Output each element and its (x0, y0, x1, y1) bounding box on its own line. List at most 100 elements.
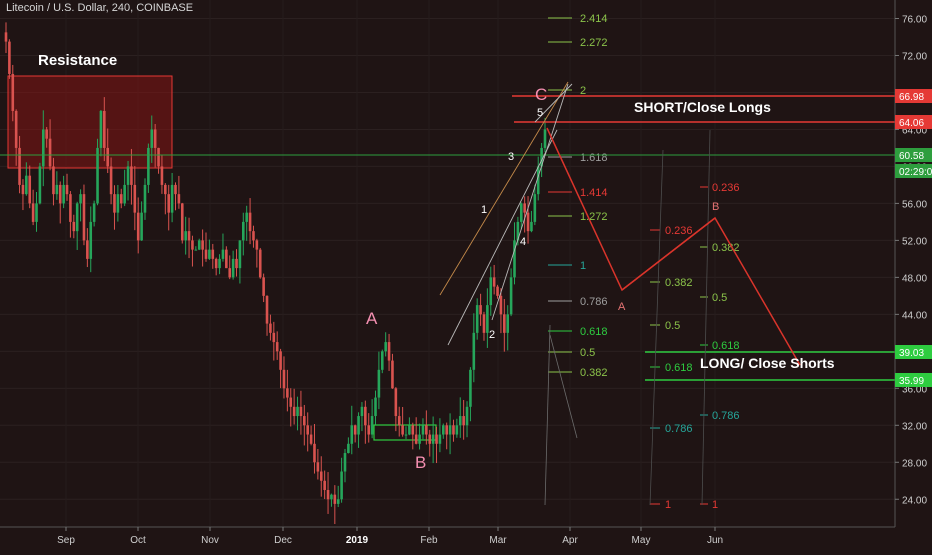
candle-body[interactable] (187, 231, 191, 241)
candle-body[interactable] (519, 203, 523, 222)
candle-body[interactable] (79, 194, 82, 204)
candle-body[interactable] (96, 147, 99, 204)
candle-body[interactable] (296, 406, 299, 417)
candle-body[interactable] (401, 425, 404, 435)
candle-body[interactable] (41, 129, 45, 167)
candle-body[interactable] (275, 342, 279, 352)
candle-body[interactable] (435, 434, 438, 444)
candle-body[interactable] (357, 416, 360, 435)
candle-body[interactable] (360, 406, 364, 417)
candle-body[interactable] (513, 240, 516, 278)
candle-body[interactable] (28, 175, 32, 204)
candle-body[interactable] (126, 166, 130, 185)
candle-body[interactable] (55, 184, 59, 195)
candle-body[interactable] (323, 480, 326, 491)
candle-body[interactable] (58, 184, 62, 204)
candle-body[interactable] (86, 240, 89, 259)
candle-body[interactable] (384, 342, 387, 352)
candle-body[interactable] (38, 166, 42, 204)
candle-body[interactable] (208, 249, 211, 259)
candle-body[interactable] (258, 249, 262, 278)
candle-body[interactable] (225, 249, 228, 269)
candle-body[interactable] (380, 351, 384, 370)
candle-body[interactable] (492, 277, 496, 287)
price-tag-box[interactable] (895, 164, 932, 178)
candle-body[interactable] (255, 240, 259, 250)
candle-body[interactable] (140, 212, 143, 241)
candle-body[interactable] (167, 194, 171, 213)
candle-body[interactable] (45, 129, 48, 139)
candle-body[interactable] (133, 184, 137, 213)
candle-body[interactable] (113, 194, 116, 213)
candle-body[interactable] (425, 425, 428, 435)
candle-body[interactable] (343, 453, 347, 472)
candle-body[interactable] (442, 425, 445, 435)
candle-body[interactable] (509, 277, 513, 315)
candle-body[interactable] (109, 166, 113, 195)
candle-body[interactable] (228, 268, 232, 278)
candle-body[interactable] (150, 129, 154, 148)
candle-body[interactable] (235, 258, 238, 269)
candle-body[interactable] (404, 434, 408, 436)
candle-body[interactable] (543, 129, 547, 148)
candle-body[interactable] (269, 323, 272, 333)
candle-body[interactable] (106, 147, 109, 167)
candle-body[interactable] (391, 360, 394, 389)
time-axis[interactable]: Sep Oct Nov Dec 2019 Feb Mar Apr May Jun (0, 526, 895, 546)
candle-body[interactable] (180, 203, 184, 241)
candle-body[interactable] (306, 425, 310, 435)
candle-body[interactable] (211, 249, 215, 259)
candle-body[interactable] (214, 258, 218, 269)
candle-body[interactable] (438, 434, 442, 444)
candle-body[interactable] (177, 194, 181, 204)
candle-body[interactable] (540, 147, 543, 167)
candle-body[interactable] (374, 397, 377, 417)
candle-body[interactable] (503, 314, 506, 333)
candle-body[interactable] (82, 194, 86, 241)
candle-body[interactable] (69, 194, 72, 222)
candle-body[interactable] (197, 240, 201, 250)
candle-body[interactable] (394, 388, 398, 417)
candle-body[interactable] (119, 194, 123, 204)
candle-body[interactable] (218, 258, 221, 269)
candle-body[interactable] (316, 462, 320, 472)
price-tag-box[interactable] (895, 148, 932, 162)
candle-body[interactable] (523, 203, 526, 213)
candle-body[interactable] (496, 286, 499, 296)
candle-body[interactable] (11, 73, 15, 111)
candle-body[interactable] (472, 332, 476, 370)
candle-body[interactable] (475, 305, 479, 333)
candle-body[interactable] (431, 434, 435, 444)
price-tag-box[interactable] (895, 345, 932, 359)
candle-body[interactable] (18, 147, 21, 185)
candle-body[interactable] (286, 388, 289, 398)
candle-body[interactable] (4, 32, 8, 42)
candle-body[interactable] (448, 425, 452, 435)
candle-body[interactable] (411, 425, 415, 435)
candle-body[interactable] (347, 443, 350, 454)
candle-body[interactable] (336, 499, 340, 504)
candle-body[interactable] (364, 406, 367, 426)
price-axis[interactable]: 76.0072.0068.0064.0060.0056.0052.0048.00… (894, 0, 932, 527)
candle-body[interactable] (516, 221, 520, 241)
candle-body[interactable] (506, 314, 510, 333)
candle-body[interactable] (458, 416, 462, 426)
candle-body[interactable] (282, 369, 286, 389)
candle-body[interactable] (143, 184, 147, 213)
price-tag-box[interactable] (895, 373, 932, 387)
candle-body[interactable] (455, 425, 459, 435)
candle-body[interactable] (52, 166, 55, 195)
candle-body[interactable] (75, 203, 79, 232)
candle-body[interactable] (377, 369, 381, 398)
candle-body[interactable] (92, 203, 96, 222)
candle-body[interactable] (252, 231, 255, 241)
resistance-zone[interactable] (7, 75, 173, 169)
candle-body[interactable] (164, 184, 167, 195)
candle-body[interactable] (387, 342, 391, 361)
candle-body[interactable] (292, 406, 296, 417)
candle-body[interactable] (123, 184, 126, 204)
candle-body[interactable] (14, 110, 18, 148)
candle-body[interactable] (330, 494, 333, 500)
